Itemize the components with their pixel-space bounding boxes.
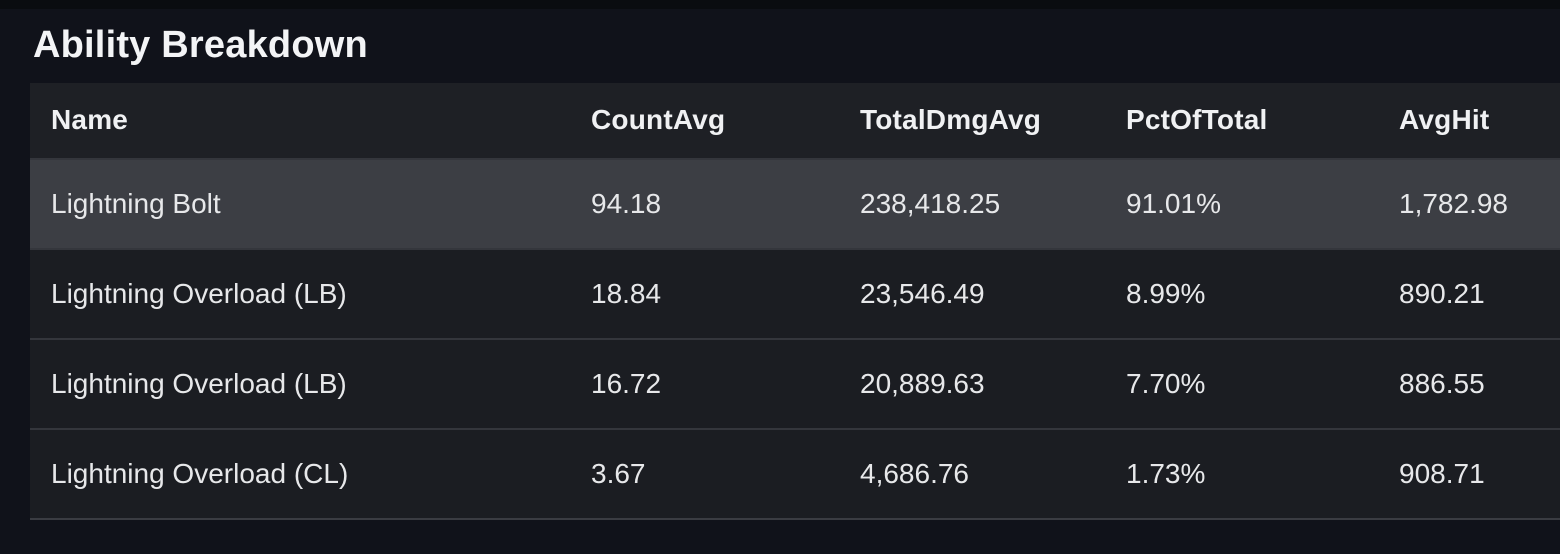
- table-header-row: Name CountAvg TotalDmgAvg PctOfTotal Avg…: [30, 82, 1560, 159]
- ability-table: Name CountAvg TotalDmgAvg PctOfTotal Avg…: [30, 82, 1560, 520]
- column-header-totaldmgavg[interactable]: TotalDmgAvg: [839, 82, 1105, 159]
- table-row[interactable]: Lightning Overload (LB) 18.84 23,546.49 8.9…: [30, 248, 1560, 339]
- cell-countavg: 94.18: [570, 158, 839, 249]
- cell-name: Lightning Overload (CL): [30, 428, 570, 519]
- cell-totaldmgavg: 23,546.49: [839, 248, 1105, 339]
- column-header-avghit[interactable]: AvgHit: [1378, 82, 1560, 159]
- cell-pctoftotal: 91.01%: [1105, 158, 1378, 249]
- table-row[interactable]: Lightning Bolt 94.18 238,418.25 91.01% 1,782…: [30, 158, 1560, 249]
- cell-avghit: 908.71: [1378, 428, 1560, 519]
- cell-countavg: 16.72: [570, 338, 839, 429]
- cell-totaldmgavg: 20,889.63: [839, 338, 1105, 429]
- column-header-countavg[interactable]: CountAvg: [570, 82, 839, 159]
- table-row[interactable]: Lightning Overload (CL) 3.67 4,686.76 1.73%…: [30, 428, 1560, 519]
- cell-name: Lightning Overload (LB): [30, 248, 570, 339]
- ability-breakdown-panel: Ability Breakdown Name CountAvg TotalDmg…: [0, 24, 1560, 520]
- cell-avghit: 890.21: [1378, 248, 1560, 339]
- cell-countavg: 3.67: [570, 428, 839, 519]
- table-row[interactable]: Lightning Overload (LB) 16.72 20,889.63 7.7…: [30, 338, 1560, 429]
- cell-pctoftotal: 1.73%: [1105, 428, 1378, 519]
- table-body: Lightning Bolt 94.18 238,418.25 91.01% 1,782…: [30, 158, 1560, 519]
- cell-totaldmgavg: 4,686.76: [839, 428, 1105, 519]
- cell-name: Lightning Bolt: [30, 158, 570, 249]
- cell-totaldmgavg: 238,418.25: [839, 158, 1105, 249]
- cell-avghit: 886.55: [1378, 338, 1560, 429]
- panel-title: Ability Breakdown: [33, 24, 368, 66]
- column-header-pctoftotal[interactable]: PctOfTotal: [1105, 82, 1378, 159]
- cell-avghit: 1,782.98: [1378, 158, 1560, 249]
- column-header-name[interactable]: Name: [30, 82, 570, 159]
- cell-name: Lightning Overload (LB): [30, 338, 570, 429]
- window-top-edge: [0, 0, 1560, 9]
- cell-countavg: 18.84: [570, 248, 839, 339]
- cell-pctoftotal: 7.70%: [1105, 338, 1378, 429]
- cell-pctoftotal: 8.99%: [1105, 248, 1378, 339]
